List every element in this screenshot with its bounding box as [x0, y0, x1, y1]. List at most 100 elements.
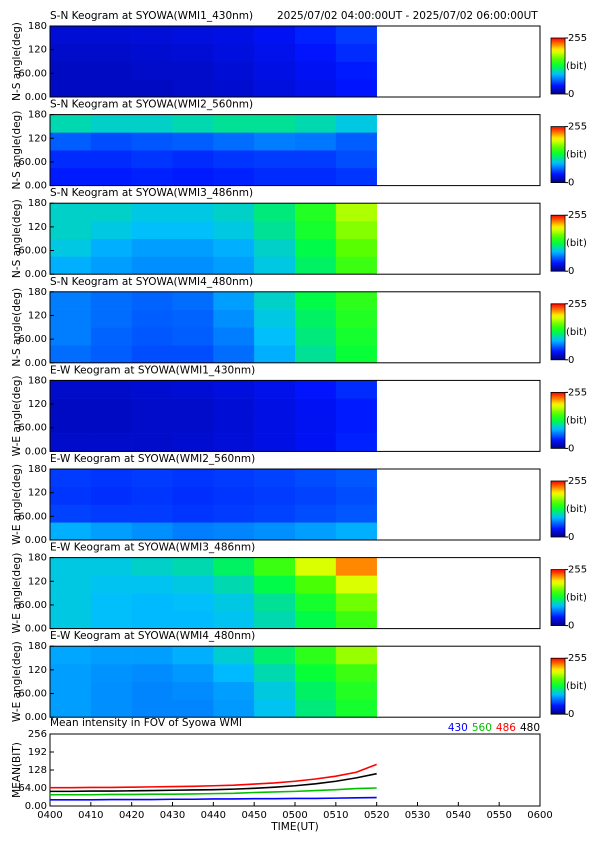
heat-cell: [50, 469, 92, 488]
y-axis-label: W-E angle(deg): [11, 464, 23, 545]
heat-cell: [254, 610, 296, 629]
heat-cell: [295, 504, 337, 523]
colorbar: [550, 126, 566, 183]
x-tick-label: 0450: [241, 810, 266, 821]
heat-cell: [335, 593, 377, 612]
heat-cell: [254, 469, 296, 488]
heat-cell: [131, 132, 173, 151]
heat-cell: [131, 291, 173, 310]
heat-cell: [213, 575, 255, 594]
heat-cell: [295, 26, 337, 45]
heat-cell: [50, 486, 92, 505]
heat-cell: [131, 504, 173, 523]
heat-cell: [50, 557, 92, 576]
heat-cell: [295, 291, 337, 310]
heat-cell: [295, 593, 337, 612]
heat-cell: [131, 79, 173, 98]
colorbar-label: (bit): [566, 150, 587, 161]
heat-cell: [90, 575, 132, 594]
heat-cell: [131, 557, 173, 576]
heat-cell: [335, 345, 377, 364]
heat-cell: [90, 522, 132, 541]
heat-cell: [172, 256, 214, 275]
heat-cell: [335, 79, 377, 98]
x-tick-label: 0420: [119, 810, 144, 821]
y-axis-label: W-E angle(deg): [11, 375, 23, 456]
heat-cell: [50, 79, 92, 98]
heat-cell: [90, 433, 132, 452]
heat-cell: [172, 203, 214, 222]
heat-cell: [254, 646, 296, 665]
legend-entry: 560: [472, 722, 492, 734]
y-tick-label: 120: [28, 222, 47, 233]
heat-cell: [254, 327, 296, 346]
legend-entry: 430: [448, 722, 468, 734]
heat-cell: [90, 43, 132, 62]
heat-cell: [213, 663, 255, 682]
heat-cell: [90, 646, 132, 665]
plot-frame: [49, 114, 541, 187]
heat-cell: [213, 486, 255, 505]
x-tick-label: 0500: [282, 810, 307, 821]
y-tick-label: 0.00: [25, 358, 47, 369]
heat-cell: [213, 646, 255, 665]
heat-cell: [90, 469, 132, 488]
x-tick-label: 0600: [527, 810, 552, 821]
heat-cell: [90, 132, 132, 151]
y-tick-label: 120: [28, 45, 47, 56]
heat-cell: [131, 167, 173, 186]
heat-cell: [90, 663, 132, 682]
heat-cell: [335, 132, 377, 151]
heat-cell: [90, 610, 132, 629]
heat-cell: [131, 220, 173, 239]
y-axis-label: N-S angle(deg): [11, 288, 23, 367]
heat-cell: [90, 238, 132, 257]
heat-cell: [172, 309, 214, 328]
heat-cell: [50, 167, 92, 186]
y-tick-label: 60.00: [18, 157, 47, 168]
y-tick-label: 60.00: [18, 423, 47, 434]
heat-cell: [131, 415, 173, 434]
plot-frame: [49, 25, 541, 98]
x-axis-label: TIME(UT): [270, 821, 319, 833]
legend-entry: 480: [520, 722, 540, 734]
colorbar-tick-label: 0: [568, 443, 574, 454]
heat-cell: [172, 167, 214, 186]
heat-cell: [172, 646, 214, 665]
heat-cell: [295, 469, 337, 488]
heat-cell: [335, 150, 377, 169]
heat-cell: [213, 327, 255, 346]
heat-cell: [213, 238, 255, 257]
heat-cell: [50, 132, 92, 151]
heat-cell: [172, 504, 214, 523]
panel-title: Mean intensity in FOV of Syowa WMI: [50, 717, 242, 729]
colorbar-tick-label: 0: [568, 621, 574, 632]
heat-cell: [213, 203, 255, 222]
heat-cell: [295, 345, 337, 364]
y-tick-label: 120: [28, 665, 47, 676]
heat-cell: [50, 114, 92, 133]
heat-cell: [213, 380, 255, 399]
heat-cell: [90, 345, 132, 364]
heat-cell: [131, 522, 173, 541]
y-tick-label: 256: [28, 729, 47, 740]
heat-cell: [295, 79, 337, 98]
y-tick-label: 0.00: [25, 269, 47, 280]
heat-cell: [90, 26, 132, 45]
y-tick-label: 0.00: [25, 535, 47, 546]
series-line: [50, 772, 377, 793]
heat-cell: [50, 522, 92, 541]
heat-cell: [295, 327, 337, 346]
heat-cell: [131, 380, 173, 399]
heat-cell: [131, 43, 173, 62]
heat-cell: [50, 699, 92, 718]
heat-cell: [335, 291, 377, 310]
heat-cell: [90, 167, 132, 186]
heat-cell: [131, 61, 173, 80]
heat-cell: [213, 522, 255, 541]
heat-cell: [213, 469, 255, 488]
heat-cell: [50, 256, 92, 275]
heat-cell: [254, 380, 296, 399]
heat-cell: [172, 238, 214, 257]
heat-cell: [131, 433, 173, 452]
